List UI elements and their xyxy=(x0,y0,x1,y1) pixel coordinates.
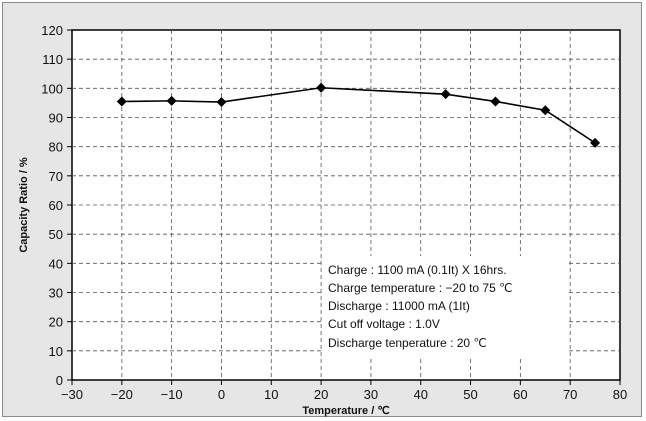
data-point xyxy=(590,137,601,148)
y-tick-label: 10 xyxy=(49,344,63,359)
x-tick-label: 10 xyxy=(264,387,278,402)
x-tick-label: 80 xyxy=(613,387,627,402)
y-axis-title: Capacity Ratio / % xyxy=(18,157,30,253)
x-tick-label: 50 xyxy=(463,387,477,402)
annotation-charge-temperature: Charge temperature : −20 to 75 ℃ xyxy=(328,281,513,295)
y-tick-label: 110 xyxy=(42,52,63,67)
data-point xyxy=(440,89,451,100)
y-tick-label: 50 xyxy=(49,227,63,242)
data-point xyxy=(540,105,551,116)
grid xyxy=(72,30,620,380)
x-axis-title: Temperature / ℃ xyxy=(302,405,389,417)
y-tick-label: 60 xyxy=(49,198,63,213)
annotation-discharge-temperature: Discharge tenperature : 20 ℃ xyxy=(328,336,487,350)
y-tick-label: 40 xyxy=(49,256,63,271)
data-point xyxy=(116,96,127,107)
y-tick-label: 120 xyxy=(41,23,63,38)
conditions-box: Charge : 1100 mA (0.1It) X 16hrs. Charge… xyxy=(328,263,513,350)
tick-labels: −30 −20 −10 0 10 20 30 40 50 60 70 80 0 10 20 30 40 50 60 7… xyxy=(41,23,627,402)
x-tick-label: −30 xyxy=(61,387,83,402)
y-tick-label: 90 xyxy=(49,111,63,126)
x-tick-label: 40 xyxy=(413,387,427,402)
series-layer xyxy=(116,82,601,148)
y-tick-label: 30 xyxy=(49,286,63,301)
y-tick-label: 0 xyxy=(56,373,63,388)
data-point xyxy=(216,97,227,108)
x-tick-label: 30 xyxy=(364,387,378,402)
x-tick-label: 20 xyxy=(314,387,328,402)
y-tick-label: 20 xyxy=(49,315,63,330)
data-point xyxy=(166,95,177,106)
y-tick-label: 70 xyxy=(49,169,63,184)
annotation-discharge: Discharge : 11000 mA (1It) xyxy=(328,299,470,313)
data-point xyxy=(490,96,501,107)
y-tick-label: 100 xyxy=(41,81,63,96)
annotation-charge: Charge : 1100 mA (0.1It) X 16hrs. xyxy=(328,263,507,277)
x-tick-label: 60 xyxy=(513,387,527,402)
conditions-box-bg xyxy=(322,256,568,358)
annotation-cutoff-voltage: Cut off voltage : 1.0V xyxy=(328,317,440,331)
x-tick-label: −10 xyxy=(161,387,183,402)
x-tick-label: −20 xyxy=(111,387,133,402)
series-line xyxy=(121,86,596,144)
data-point xyxy=(316,82,327,93)
y-tick-label: 80 xyxy=(49,140,63,155)
x-tick-label: 0 xyxy=(218,387,225,402)
x-tick-label: 70 xyxy=(563,387,577,402)
